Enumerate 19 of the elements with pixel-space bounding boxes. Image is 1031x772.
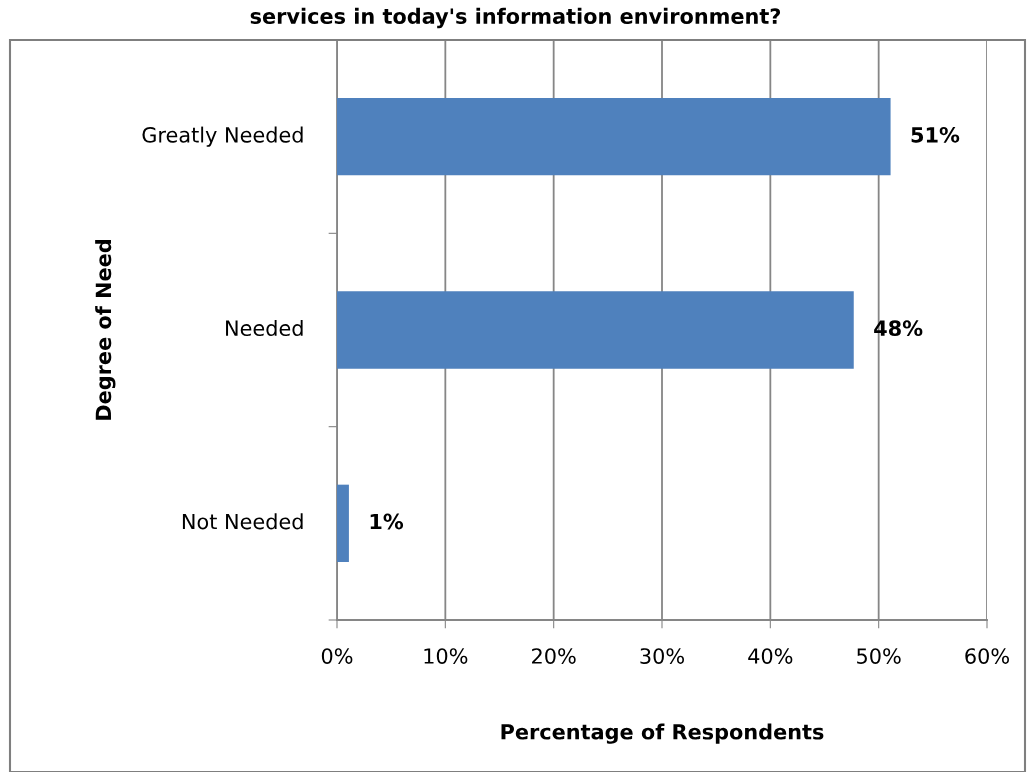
x-tick-label: 40% [748, 648, 793, 664]
y-tick-label: Greatly Needed [142, 126, 303, 147]
y-axis-title: Degree of Need [95, 240, 116, 420]
chart-title: services in today's information environment? [250, 7, 781, 29]
y-tick-label: Not Needed [182, 513, 303, 530]
y-tick-label: Needed [226, 319, 303, 337]
x-axis-title: Percentage of Respondents [501, 723, 824, 744]
x-tick-label: 60% [965, 648, 1009, 664]
bar [337, 484, 349, 562]
data-label: 1% [370, 513, 404, 530]
x-tick-label: 30% [640, 648, 684, 664]
bar [337, 291, 854, 369]
x-tick-label: 50% [857, 648, 901, 664]
bar [337, 98, 891, 176]
data-label: 48% [874, 320, 923, 337]
x-tick-label: 20% [532, 648, 576, 664]
x-tick-label: 0% [321, 648, 353, 664]
x-tick-label: 10% [424, 648, 468, 664]
data-label: 51% [911, 126, 960, 143]
